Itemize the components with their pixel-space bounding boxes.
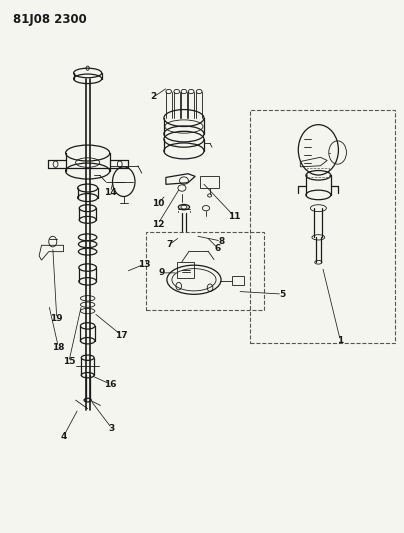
Text: 9: 9	[159, 268, 165, 277]
Text: 14: 14	[104, 188, 117, 197]
Bar	[146, 231, 264, 310]
Text: 17: 17	[116, 331, 128, 340]
Bar	[200, 176, 219, 188]
Bar	[250, 110, 395, 343]
Text: 18: 18	[52, 343, 65, 352]
Text: 15: 15	[63, 358, 75, 367]
Text: 1: 1	[337, 336, 343, 345]
Text: 8: 8	[218, 237, 224, 246]
Text: 13: 13	[138, 260, 150, 269]
Text: 19: 19	[50, 314, 63, 323]
Text: 81J08 2300: 81J08 2300	[13, 13, 87, 26]
Text: 10: 10	[152, 199, 164, 208]
Text: 2: 2	[151, 92, 157, 101]
Text: 7: 7	[167, 240, 173, 249]
Text: 5: 5	[279, 289, 285, 298]
Bar	[232, 276, 244, 285]
Text: 3: 3	[109, 424, 115, 433]
Text: 16: 16	[104, 379, 117, 389]
Text: 6: 6	[215, 244, 221, 253]
Text: 12: 12	[152, 220, 164, 229]
Bar	[307, 168, 329, 177]
Text: 11: 11	[228, 212, 240, 221]
Text: 4: 4	[60, 432, 67, 441]
Bar	[177, 262, 194, 278]
